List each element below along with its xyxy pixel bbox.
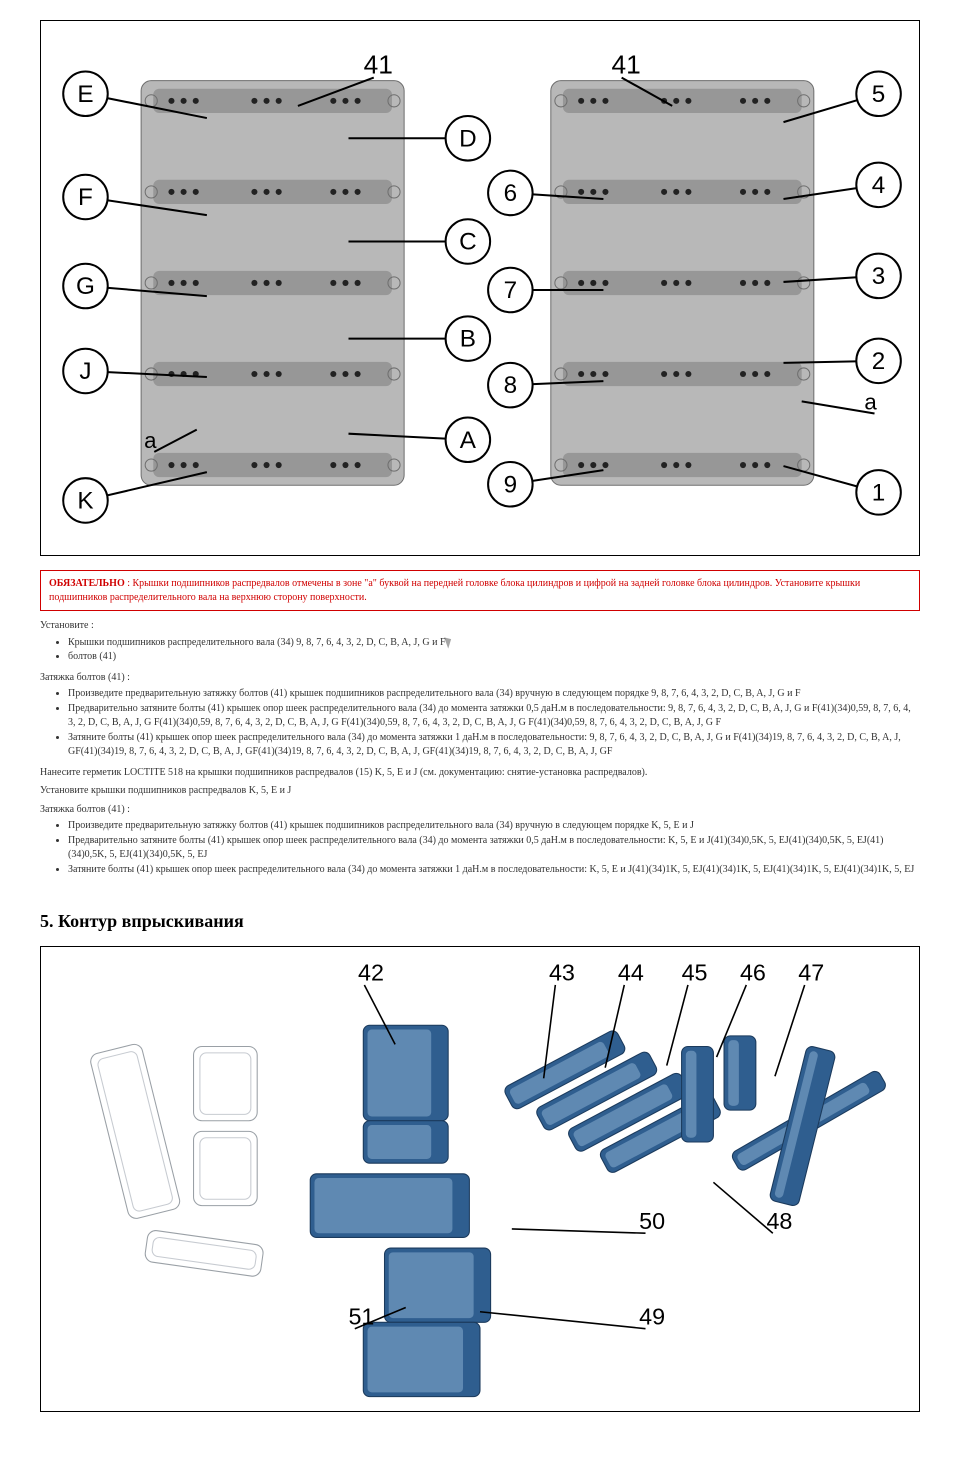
list-item: болтов (41) [68,650,920,665]
install-list: Крышки подшипников распределительного ва… [40,636,920,665]
list-item: Затяните болты (41) крышек опор шеек рас… [68,863,920,878]
svg-text:E: E [77,81,93,108]
page: EFGJKDCBA6789543214141aa ОБЯЗАТЕЛЬНО : К… [0,0,960,1466]
tighten2-lead: Затяжка болтов (41) : [40,803,920,818]
tighten1-list: Произведите предварительную затяжку болт… [40,687,920,760]
loctite-line: Нанесите герметик LOCTITE 518 на крышки … [40,766,920,781]
svg-text:J: J [79,358,91,385]
svg-text:51: 51 [348,1303,374,1329]
tighten1-lead: Затяжка болтов (41) : [40,671,920,686]
svg-text:3: 3 [872,263,886,290]
list-item: Произведите предварительную затяжку болт… [68,819,920,834]
svg-text:48: 48 [766,1208,792,1234]
list-item: Затяните болты (41) крышек опор шеек рас… [68,731,920,760]
svg-text:C: C [459,229,477,256]
svg-text:G: G [76,273,95,300]
svg-text:8: 8 [504,372,518,399]
svg-text:7: 7 [504,277,518,304]
tighten2-list: Произведите предварительную затяжку болт… [40,819,920,877]
svg-text:43: 43 [549,960,575,986]
svg-text:47: 47 [798,960,824,986]
svg-text:2: 2 [872,348,886,375]
section-5-title: 5. Контур впрыскивания [40,911,920,932]
injection-diagram-svg: 42 43 44 45 46 47 50 48 51 49 [45,951,915,1407]
install-k5ej: Установите крышки подшипников распредвал… [40,784,920,799]
svg-text:4: 4 [872,172,886,199]
figure-camshaft-caps: E F G J K D C B A 6 7 8 9 5 4 3 2 1 41 41 a a [40,20,920,556]
svg-text:F: F [78,184,93,211]
svg-text:45: 45 [682,960,708,986]
cursor-icon [446,636,456,648]
svg-text:5: 5 [872,81,886,108]
svg-text:41: 41 [612,50,641,80]
mandatory-box: ОБЯЗАТЕЛЬНО : Крышки подшипников распред… [40,570,920,611]
svg-text:D: D [459,125,477,152]
install-block: Установите : Крышки подшипников распреде… [40,619,920,877]
svg-text:44: 44 [618,960,644,986]
svg-text:42: 42 [358,960,384,986]
list-item: Предварительно затяните болты (41) крыше… [68,702,920,731]
svg-text:a: a [144,428,157,453]
install-lead: Установите : [40,619,920,634]
svg-text:B: B [460,326,476,353]
camshaft-diagram-svg: E F G J K D C B A 6 7 8 9 5 4 3 2 1 41 41 a a [45,25,915,551]
svg-text:49: 49 [639,1303,665,1329]
svg-text:41: 41 [364,50,393,80]
svg-text:a: a [864,389,877,414]
svg-text:9: 9 [504,471,518,498]
list-item: Предварительно затяните болты (41) крыше… [68,834,920,863]
svg-text:K: K [77,488,93,515]
svg-text:50: 50 [639,1208,665,1234]
mandatory-label: ОБЯЗАТЕЛЬНО [49,578,125,589]
svg-text:1: 1 [872,479,886,506]
figure-injection-circuit: 42 43 44 45 46 47 50 48 51 49 [40,946,920,1412]
svg-text:6: 6 [504,180,518,207]
list-item: Произведите предварительную затяжку болт… [68,687,920,702]
svg-text:46: 46 [740,960,766,986]
svg-text:A: A [460,427,477,454]
list-item: Крышки подшипников распределительного ва… [68,636,920,651]
mandatory-text: : Крышки подшипников распредвалов отмече… [49,578,860,603]
